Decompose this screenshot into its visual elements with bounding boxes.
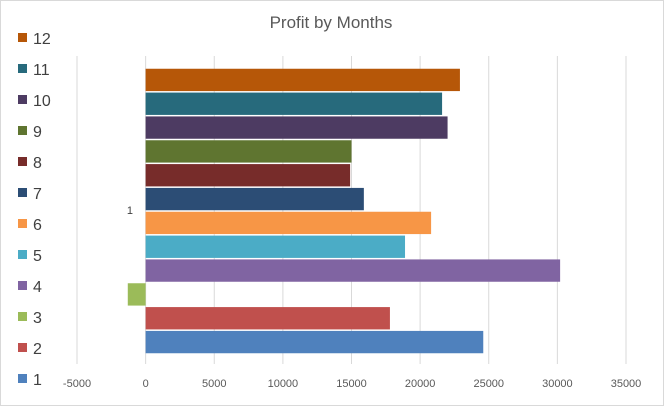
legend-swatch [18, 188, 27, 197]
legend-label: 12 [33, 31, 51, 48]
bars [127, 68, 561, 354]
legend-label: 11 [33, 62, 50, 79]
x-tick-label: 35000 [611, 378, 642, 390]
bar-month-9 [145, 140, 352, 163]
bar-month-1 [145, 330, 484, 354]
legend-label: 10 [33, 93, 51, 110]
legend-swatch [18, 33, 27, 42]
x-tick-label: -5000 [63, 378, 91, 390]
legend-label: 6 [33, 217, 42, 234]
bar-month-8 [145, 164, 351, 187]
x-axis-ticks: -5000 0 5000 10000 15000 20000 25000 30000 35000 [63, 378, 641, 390]
legend-label: 4 [33, 279, 42, 296]
bar-month-7 [145, 187, 364, 211]
legend-label: 8 [33, 155, 42, 172]
x-tick-label: 20000 [405, 378, 436, 390]
bar-month-5 [145, 235, 406, 258]
x-tick-label: 15000 [336, 378, 367, 390]
bar-month-4 [145, 259, 561, 282]
legend-swatch [18, 64, 27, 73]
legend-label: 3 [33, 310, 42, 327]
x-tick-label: 5000 [202, 378, 226, 390]
legend-label: 1 [33, 372, 42, 389]
x-tick-label: 10000 [268, 378, 299, 390]
legend: 12 11 10 9 8 7 6 5 4 3 2 1 [18, 31, 51, 389]
category-label: 1 [127, 205, 133, 217]
legend-swatch [18, 219, 27, 228]
legend-swatch [18, 281, 27, 290]
legend-swatch [18, 126, 27, 135]
bar-month-11 [145, 92, 443, 115]
chart-title: Profit by Months [270, 13, 393, 32]
x-tick-label: 25000 [473, 378, 504, 390]
bar-month-2 [145, 307, 390, 330]
legend-swatch [18, 250, 27, 259]
x-tick-label: 30000 [542, 378, 573, 390]
legend-swatch [18, 343, 27, 352]
bar-month-3 [127, 283, 146, 306]
bar-month-12 [145, 68, 460, 92]
legend-swatch [18, 157, 27, 166]
x-tick-label: 0 [143, 378, 149, 390]
legend-label: 7 [33, 186, 42, 203]
legend-label: 2 [33, 341, 42, 358]
legend-swatch [18, 95, 27, 104]
legend-swatch [18, 312, 27, 321]
legend-swatch [18, 374, 27, 383]
bar-month-6 [145, 211, 432, 235]
bar-month-10 [145, 116, 448, 139]
legend-label: 5 [33, 248, 42, 265]
category-labels: 1 [127, 205, 133, 217]
legend-label: 9 [33, 124, 42, 141]
